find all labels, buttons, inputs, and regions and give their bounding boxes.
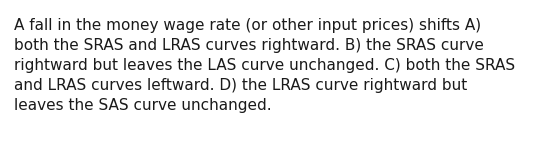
Text: A fall in the money wage rate (or other input prices) shifts A)
both the SRAS an: A fall in the money wage rate (or other … (14, 18, 515, 113)
